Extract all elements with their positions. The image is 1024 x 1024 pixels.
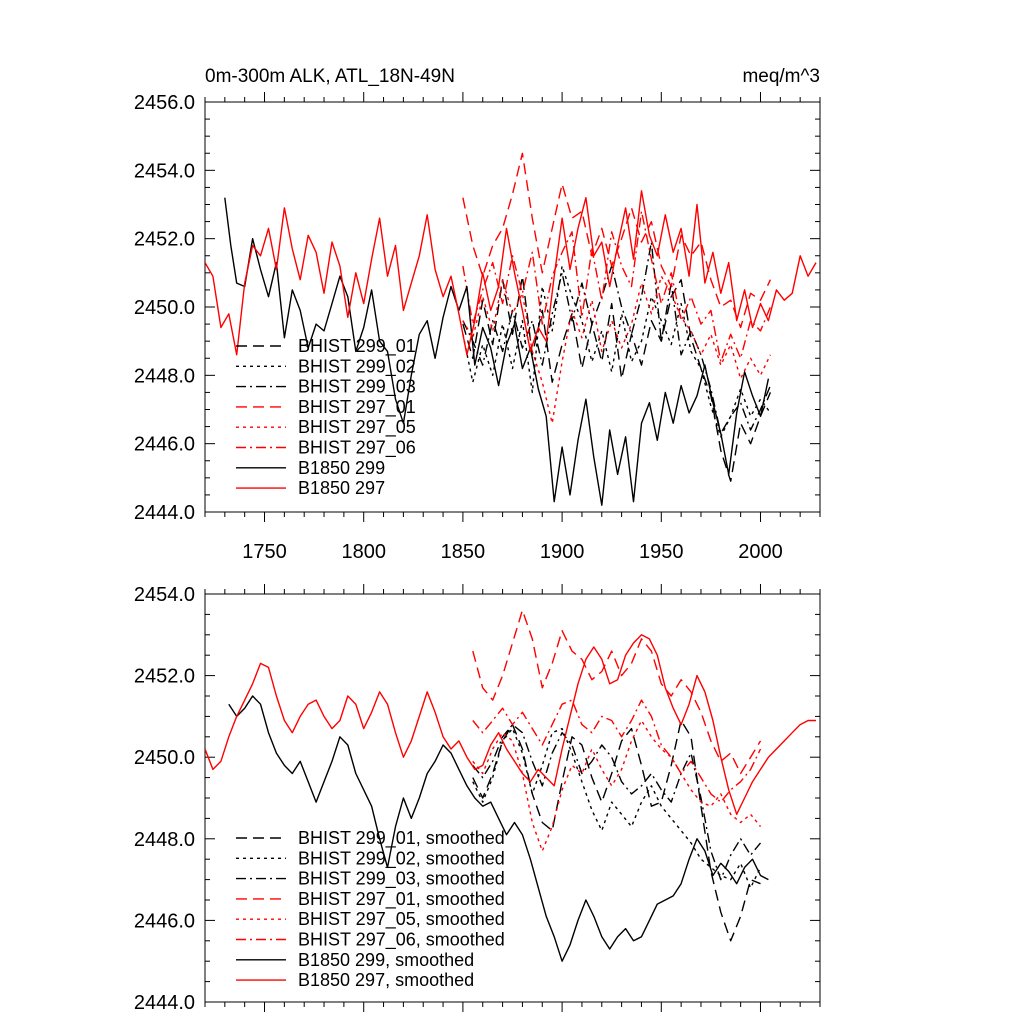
x-tick-label: 1800 (341, 541, 386, 563)
series-line (472, 719, 761, 942)
legend-label: B1850 297, smoothed (298, 970, 474, 990)
series-line (472, 609, 762, 775)
y-tick-label: 2454.0 (134, 160, 195, 182)
y-tick-label: 2456.0 (134, 92, 195, 114)
x-tick-label: 1950 (639, 541, 684, 563)
x-tick-label: 1900 (540, 541, 585, 563)
series-line (205, 634, 816, 815)
y-tick-label: 2450.0 (134, 747, 195, 769)
x-tick-label: 1850 (441, 541, 486, 563)
y-tick-label: 2452.0 (134, 666, 195, 688)
top-panel: 0m-300m ALK, ATL_18N-49N meq/m^3 2444.0 2… (134, 66, 821, 563)
y-tick-label: 2446.0 (134, 434, 195, 456)
series-line (472, 727, 762, 889)
legend-label: BHIST 299_03, smoothed (298, 869, 505, 890)
series-line (472, 723, 762, 881)
series-line (205, 190, 817, 356)
series-line (462, 275, 772, 482)
y-tick-label: 2452.0 (134, 229, 195, 251)
series-line (462, 265, 771, 438)
top-panel-title: 0m-300m ALK, ATL_18N-49N (205, 66, 455, 87)
top-panel-units: meq/m^3 (742, 66, 820, 87)
legend-label: BHIST 299_02, smoothed (298, 848, 505, 869)
legend-label: BHIST 297_01 (298, 397, 416, 418)
legend-label: BHIST 297_05, smoothed (298, 909, 505, 930)
legend-label: BHIST 297_06, smoothed (298, 930, 505, 951)
y-tick-label: 2444.0 (134, 992, 195, 1014)
series-line (462, 275, 772, 424)
y-tick-label: 2444.0 (134, 502, 195, 524)
legend-label: BHIST 297_01, smoothed (298, 889, 505, 910)
bottom-panel: 2444.0 2446.0 2448.0 2450.0 2452.0 2454.0 BHIS… (134, 584, 821, 1014)
y-tick-label: 2448.0 (134, 829, 195, 851)
x-tick-label: 2000 (738, 541, 783, 563)
legend-label: BHIST 299_02 (298, 356, 416, 377)
legend-label: BHIST 297_05 (298, 417, 416, 438)
legend-label: B1850 299 (298, 458, 385, 478)
series-line (472, 699, 762, 803)
y-tick-label: 2450.0 (134, 297, 195, 319)
y-tick-label: 2446.0 (134, 910, 195, 932)
legend-label: BHIST 297_06 (298, 438, 416, 459)
legend-label: B1850 297 (298, 478, 385, 498)
series-line (224, 197, 770, 506)
y-tick-label: 2448.0 (134, 365, 195, 387)
series-line (462, 210, 772, 363)
legend-label: BHIST 299_01, smoothed (298, 828, 505, 849)
series-line (228, 695, 769, 962)
legend-label: BHIST 299_01 (298, 336, 416, 357)
y-tick-label: 2454.0 (134, 584, 195, 606)
legend-label: B1850 299, smoothed (298, 950, 474, 970)
x-tick-label: 1750 (242, 541, 287, 563)
legend-label: BHIST 299_03 (298, 377, 416, 398)
series-line (472, 719, 762, 852)
